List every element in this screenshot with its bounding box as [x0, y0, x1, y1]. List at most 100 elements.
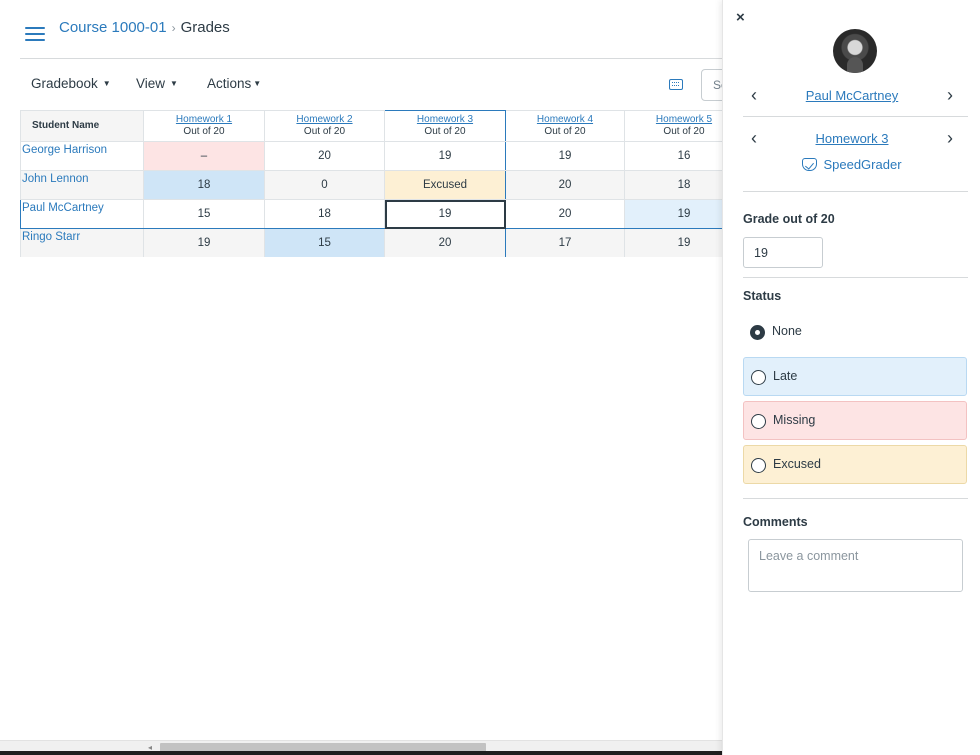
student-name-link[interactable]: Ringo Starr [22, 231, 81, 243]
table-row: John Lennon 18 0 Excused 20 18 [20, 170, 722, 200]
breadcrumb: Course 1000-01 › Grades [59, 18, 230, 38]
grade-cell[interactable]: 17 [505, 228, 625, 257]
status-option-excused[interactable]: Excused [743, 445, 967, 484]
grade-cell[interactable]: 18 [143, 170, 265, 200]
grade-detail-tray: × ‹ Paul McCartney › ‹ Homework 3 › Spee… [722, 0, 980, 755]
grade-cell[interactable]: 20 [505, 170, 625, 200]
view-menu-label: View [136, 76, 166, 91]
student-name-link[interactable]: George Harrison [22, 144, 108, 156]
status-option-none[interactable]: None [743, 313, 967, 352]
grade-cell[interactable]: 19 [143, 228, 265, 257]
keyboard-shortcuts-icon[interactable] [669, 79, 683, 90]
column-header-points: Out of 20 [183, 126, 225, 137]
gradebook-menu-button[interactable]: Gradebook ▼ [31, 76, 111, 91]
grade-cell[interactable]: 20 [264, 141, 385, 171]
radio-checked-icon[interactable] [750, 325, 765, 340]
student-name-cell[interactable]: Ringo Starr [20, 228, 144, 257]
view-menu-button[interactable]: View ▼ [136, 76, 178, 91]
column-header-points: Out of 20 [663, 126, 705, 137]
column-header-homework-1[interactable]: Homework 1 Out of 20 [143, 110, 265, 142]
column-header-homework-5[interactable]: Homework 5 Out of 20 [624, 110, 722, 142]
grade-cell[interactable]: 18 [624, 170, 722, 200]
student-name-link[interactable]: John Lennon [22, 173, 89, 185]
grade-input[interactable] [743, 237, 823, 268]
previous-student-icon[interactable]: ‹ [751, 85, 757, 105]
student-name-cell[interactable]: Paul McCartney [20, 199, 144, 229]
column-header-homework-2[interactable]: Homework 2 Out of 20 [264, 110, 385, 142]
student-name-cell[interactable]: John Lennon [20, 170, 144, 200]
comment-input[interactable] [748, 539, 963, 592]
speedgrader-icon [802, 158, 818, 171]
scroll-left-icon[interactable]: ◂ [148, 743, 153, 752]
grade-cell[interactable]: 15 [264, 228, 385, 257]
column-header-title[interactable]: Homework 4 [536, 114, 594, 125]
status-option-label: Missing [773, 413, 816, 427]
gradebook-menu-label: Gradebook [31, 76, 98, 91]
chevron-down-icon: ▼ [253, 79, 262, 88]
actions-menu-button[interactable]: Actions ▼ [207, 76, 261, 91]
breadcrumb-course-link[interactable]: Course 1000-01 [59, 19, 167, 36]
grade-cell[interactable]: 20 [505, 199, 625, 229]
grade-cell[interactable]: 0 [264, 170, 385, 200]
window-bottom-edge [0, 751, 722, 755]
grade-cell[interactable]: 16 [624, 141, 722, 171]
selected-grade-cell[interactable]: 19 [384, 199, 506, 229]
table-row: George Harrison – 20 19 19 16 [20, 141, 722, 171]
next-assignment-icon[interactable]: › [947, 128, 953, 148]
grades-table: Student Name Homework 1 Out of 20 Homewor… [20, 110, 722, 257]
grade-cell[interactable]: 19 [384, 141, 506, 171]
radio-unchecked-icon[interactable] [751, 458, 766, 473]
status-option-label: None [772, 324, 802, 338]
status-label: Status [743, 289, 782, 303]
chevron-down-icon: ▼ [102, 79, 111, 88]
column-header-points: Out of 20 [424, 126, 466, 137]
grade-cell[interactable]: – [143, 141, 265, 171]
column-header-title[interactable]: Homework 5 [655, 114, 713, 125]
column-header-title[interactable]: Homework 2 [296, 114, 353, 125]
grid-header-row: Student Name Homework 1 Out of 20 Homewor… [20, 110, 722, 142]
column-header-homework-4[interactable]: Homework 4 Out of 20 [505, 110, 625, 142]
grade-cell[interactable]: 15 [143, 199, 265, 229]
close-icon[interactable]: × [736, 9, 745, 26]
tray-divider [743, 191, 968, 192]
hamburger-menu-icon[interactable] [25, 27, 45, 41]
assignment-name-link[interactable]: Homework 3 [815, 131, 889, 146]
breadcrumb-separator: › [171, 21, 176, 35]
speedgrader-label: SpeedGrader [823, 157, 902, 172]
column-header-title[interactable]: Homework 1 [175, 114, 233, 125]
gradebook-grid: Student Name Homework 1 Out of 20 Homewor… [20, 110, 722, 257]
student-name-header[interactable]: Student Name [20, 110, 144, 142]
student-name-cell[interactable]: George Harrison [20, 141, 144, 171]
grade-cell[interactable]: 19 [505, 141, 625, 171]
column-header-points: Out of 20 [544, 126, 586, 137]
avatar[interactable] [833, 29, 877, 73]
speedgrader-link[interactable]: SpeedGrader [723, 157, 980, 172]
table-row: Ringo Starr 19 15 20 17 19 [20, 228, 722, 257]
status-option-label: Excused [773, 457, 821, 471]
scrollbar-thumb[interactable] [160, 743, 486, 752]
grade-cell[interactable]: 19 [624, 199, 722, 229]
status-option-label: Late [773, 369, 798, 383]
column-header-title[interactable]: Homework 3 [416, 114, 474, 125]
radio-unchecked-icon[interactable] [751, 370, 766, 385]
student-name-link[interactable]: Paul McCartney [22, 202, 104, 214]
grade-cell[interactable]: 19 [624, 228, 722, 257]
next-student-icon[interactable]: › [947, 85, 953, 105]
chevron-down-icon: ▼ [170, 79, 178, 88]
student-name-link[interactable]: Paul McCartney [805, 88, 899, 103]
grade-cell[interactable]: 18 [264, 199, 385, 229]
comments-label: Comments [743, 515, 808, 529]
radio-unchecked-icon[interactable] [751, 414, 766, 429]
grade-cell[interactable]: Excused [384, 170, 506, 200]
previous-assignment-icon[interactable]: ‹ [751, 128, 757, 148]
grade-label: Grade out of 20 [743, 212, 835, 226]
tray-divider [743, 277, 968, 278]
column-header-homework-3[interactable]: Homework 3 Out of 20 [384, 110, 506, 142]
tray-divider [743, 498, 968, 499]
actions-menu-label: Actions [207, 76, 252, 91]
status-option-missing[interactable]: Missing [743, 401, 967, 440]
column-header-points: Out of 20 [303, 126, 346, 137]
breadcrumb-current: Grades [180, 19, 230, 36]
grade-cell[interactable]: 20 [384, 228, 506, 257]
status-option-late[interactable]: Late [743, 357, 967, 396]
